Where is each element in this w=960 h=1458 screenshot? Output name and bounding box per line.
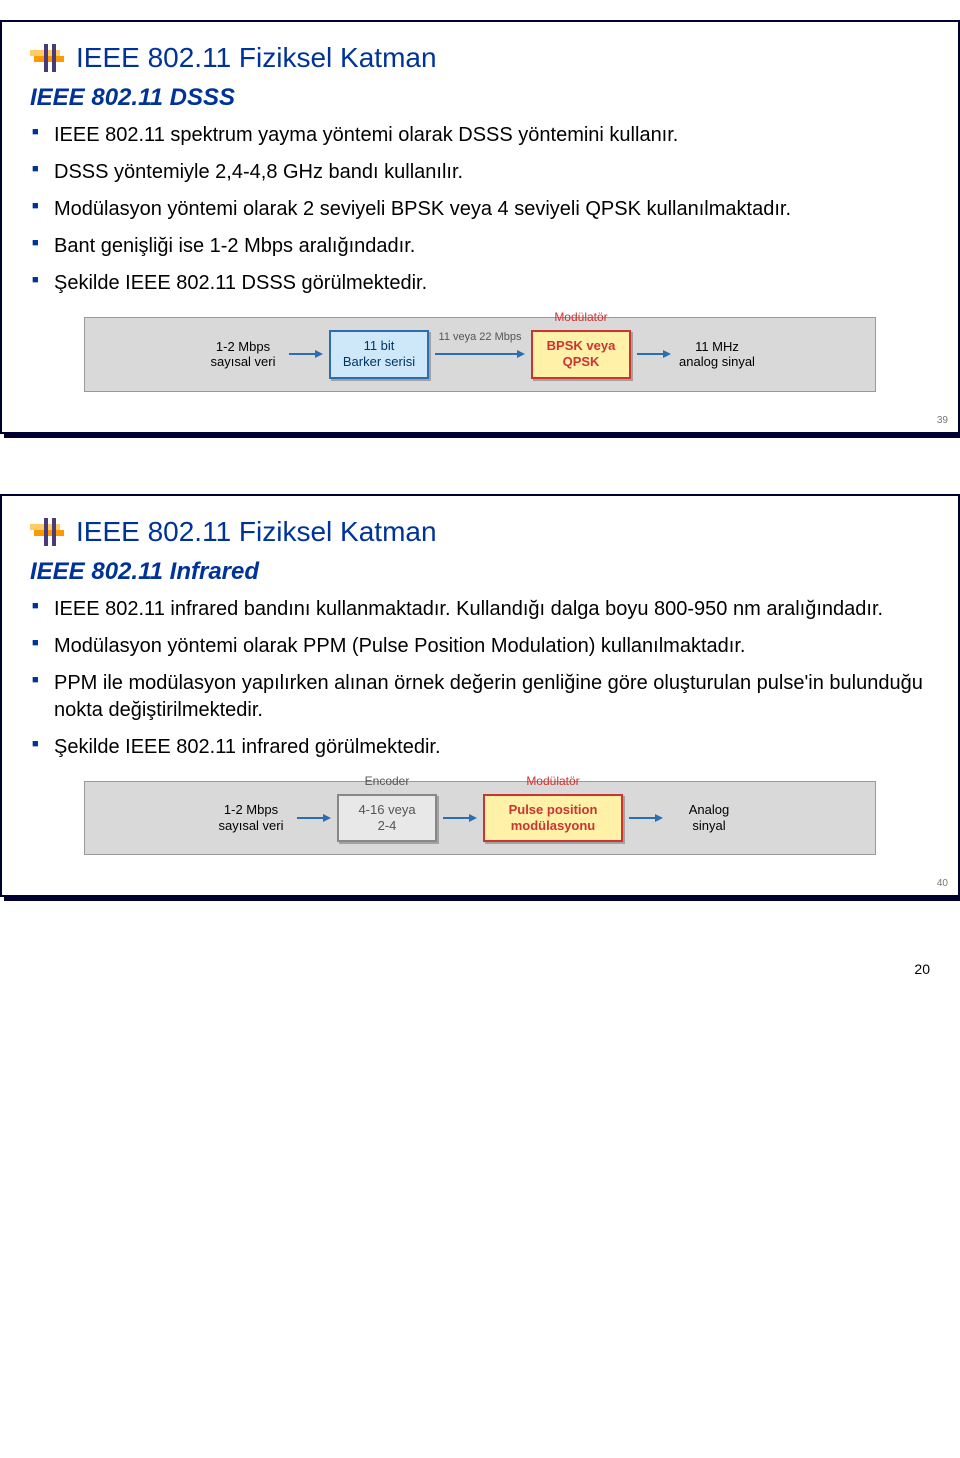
list-item: DSSS yöntemiyle 2,4-4,8 GHz bandı kullan… [30,159,930,186]
diagram-left-label: 1-2 Mbps sayısal veri [203,339,283,370]
encoder-label: Encoder [337,774,437,788]
arrow-icon [297,813,331,823]
slide-dsss: IEEE 802.11 Fiziksel Katman IEEE 802.11 … [0,20,960,434]
slide-subtitle: IEEE 802.11 DSSS [30,84,930,112]
list-item: Şekilde IEEE 802.11 infrared görülmekted… [30,734,930,761]
bullet-list: IEEE 802.11 spektrum yayma yöntemi olara… [30,122,930,297]
list-item: Modülasyon yöntemi olarak PPM (Pulse Pos… [30,633,930,660]
modulator-group: Modülatör Pulse position modülasyonu [483,794,623,843]
title-row: IEEE 802.11 Fiziksel Katman [30,516,930,548]
barker-box: 11 bit Barker serisi [329,330,429,379]
diagram-wrap: 1-2 Mbps sayısal veri Encoder 4-16 veya … [30,781,930,856]
slide-subtitle: IEEE 802.11 Infrared [30,558,930,586]
title-decoration-icon [30,518,70,546]
slide-title: IEEE 802.11 Fiziksel Katman [76,42,437,74]
bullet-list: IEEE 802.11 infrared bandını kullanmakta… [30,596,930,761]
arrow-icon: 11 veya 22 Mbps [435,349,525,359]
diagram-right-label: Analog sinyal [669,802,749,833]
modulator-label: Modülatör [483,774,623,788]
ppm-box: Pulse position modülasyonu [483,794,623,843]
slide-infrared: IEEE 802.11 Fiziksel Katman IEEE 802.11 … [0,494,960,898]
diagram-left-label: 1-2 Mbps sayısal veri [211,802,291,833]
encoder-group: Encoder 4-16 veya 2-4 [337,794,437,843]
bpsk-qpsk-box: BPSK veya QPSK [531,330,631,379]
arrow-icon [289,349,323,359]
list-item: Şekilde IEEE 802.11 DSSS görülmektedir. [30,270,930,297]
diagram-wrap: 1-2 Mbps sayısal veri 11 bit Barker seri… [30,317,930,392]
arrow-icon [629,813,663,823]
dsss-diagram: 1-2 Mbps sayısal veri 11 bit Barker seri… [84,317,876,392]
page-number: 40 [937,878,948,889]
slide-title: IEEE 802.11 Fiziksel Katman [76,516,437,548]
modulator-label: Modülatör [531,310,631,324]
arrow-icon [637,349,671,359]
list-item: IEEE 802.11 infrared bandını kullanmakta… [30,596,930,623]
infrared-diagram: 1-2 Mbps sayısal veri Encoder 4-16 veya … [84,781,876,856]
modulator-group: Modülatör BPSK veya QPSK [531,330,631,379]
page-footer: 20 [0,957,960,985]
page-number: 39 [937,415,948,426]
list-item: IEEE 802.11 spektrum yayma yöntemi olara… [30,122,930,149]
arrow-icon [443,813,477,823]
mid-label: 11 veya 22 Mbps [435,331,525,343]
list-item: PPM ile modülasyon yapılırken alınan örn… [30,670,930,724]
diagram-right-label: 11 MHz analog sinyal [677,339,757,370]
encoder-box: 4-16 veya 2-4 [337,794,437,843]
title-row: IEEE 802.11 Fiziksel Katman [30,42,930,74]
list-item: Modülasyon yöntemi olarak 2 seviyeli BPS… [30,196,930,223]
title-decoration-icon [30,44,70,72]
list-item: Bant genişliği ise 1-2 Mbps aralığındadı… [30,233,930,260]
